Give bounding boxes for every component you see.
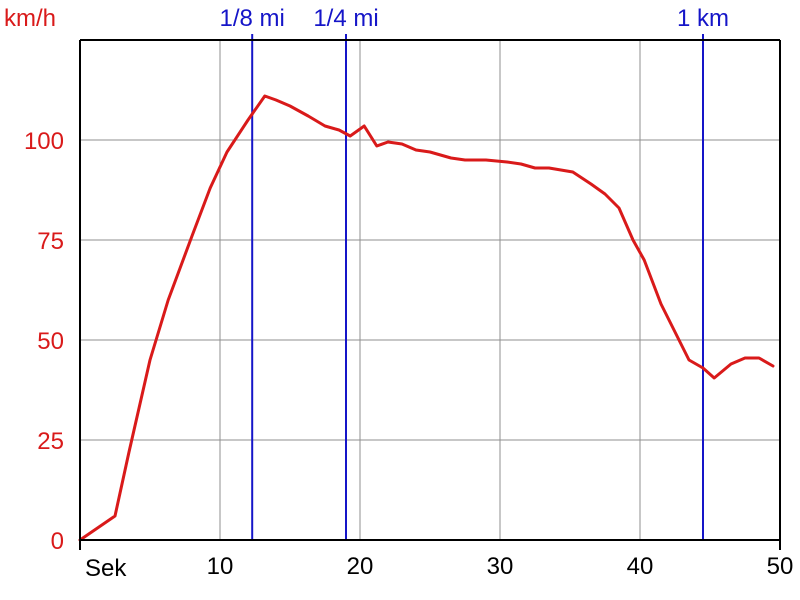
- speed-series-line: [78, 94, 775, 542]
- grid-layer: [80, 39, 780, 541]
- y-tick-label: 75: [37, 228, 64, 255]
- y-tick-label: 0: [51, 528, 64, 555]
- distance-marker-label: 1/8 mi: [220, 5, 285, 32]
- x-tick-label: 30: [487, 553, 514, 580]
- x-tick-label: 10: [207, 553, 234, 580]
- x-axis-label: Sek: [85, 555, 127, 582]
- y-axis-label: km/h: [4, 5, 56, 32]
- label-layer: 1/8 mi 1/4 mi 1 km 0 25 50 75 100 km/h 10 20 30 40 50…: [4, 5, 793, 582]
- x-tick-label: 40: [627, 553, 654, 580]
- distance-marker-label: 1 km: [677, 5, 729, 32]
- x-tick-label: 50: [767, 553, 794, 580]
- distance-marker-label: 1/4 mi: [313, 5, 378, 32]
- series-layer: [78, 94, 775, 542]
- y-tick-label: 100: [24, 128, 64, 155]
- distance-markers: [251, 34, 704, 540]
- x-tick-label: 20: [347, 553, 374, 580]
- y-tick-label: 25: [37, 428, 64, 455]
- y-tick-label: 50: [37, 328, 64, 355]
- axis-layer: [79, 39, 781, 550]
